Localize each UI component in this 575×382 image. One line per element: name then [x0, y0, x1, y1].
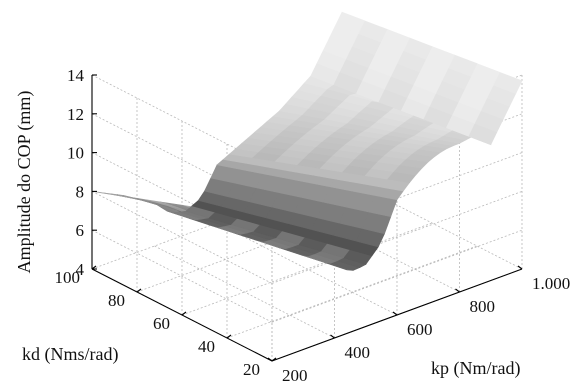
- x-tick-mark: [330, 334, 335, 339]
- x-tick-label: 1.000: [532, 274, 570, 293]
- z-axis-label: Amplitude do COP (mm): [14, 91, 35, 274]
- y-tick-mark: [136, 288, 142, 293]
- x-tick-mark: [455, 288, 460, 293]
- grid-line: [181, 222, 433, 316]
- grid-line: [154, 245, 335, 339]
- surface-plot: [91, 11, 523, 271]
- y-tick-mark: [226, 334, 232, 339]
- y-axis-label: kd (Nms/rad): [22, 344, 118, 365]
- x-tick-label: 600: [407, 320, 433, 339]
- y-tick-label: 100: [55, 268, 81, 287]
- z-tick-label: 8: [76, 182, 85, 201]
- z-tick-label: 10: [67, 144, 84, 163]
- z-tick-label: 4: [76, 260, 85, 279]
- x-tick-mark: [517, 265, 523, 270]
- y-tick-label: 20: [243, 360, 260, 379]
- z-tick-label: 14: [67, 66, 85, 85]
- grid-line: [271, 229, 523, 323]
- surface-patch: [335, 11, 365, 34]
- x-tick-label: 400: [345, 343, 371, 362]
- z-tick-label: 6: [76, 221, 85, 240]
- x-tick-label: 800: [470, 297, 496, 316]
- x-tick-mark: [392, 311, 398, 316]
- x-tick-mark: [267, 357, 273, 362]
- grid-line: [91, 229, 273, 323]
- x-tick-label: 200: [282, 366, 308, 382]
- z-tick-label: 12: [67, 105, 84, 124]
- chart-axes: 4 6 8 10 12 14 20 40 60 80 100 200 400 600 800 1.000: [55, 66, 571, 382]
- y-tick-mark: [91, 265, 97, 270]
- x-axis-label: kp (Nm/rad): [431, 358, 520, 379]
- y-tick-label: 40: [198, 337, 215, 356]
- y-tick-mark: [181, 311, 187, 316]
- y-tick-label: 80: [108, 291, 125, 310]
- y-tick-label: 60: [153, 314, 170, 333]
- grid-line: [226, 245, 478, 339]
